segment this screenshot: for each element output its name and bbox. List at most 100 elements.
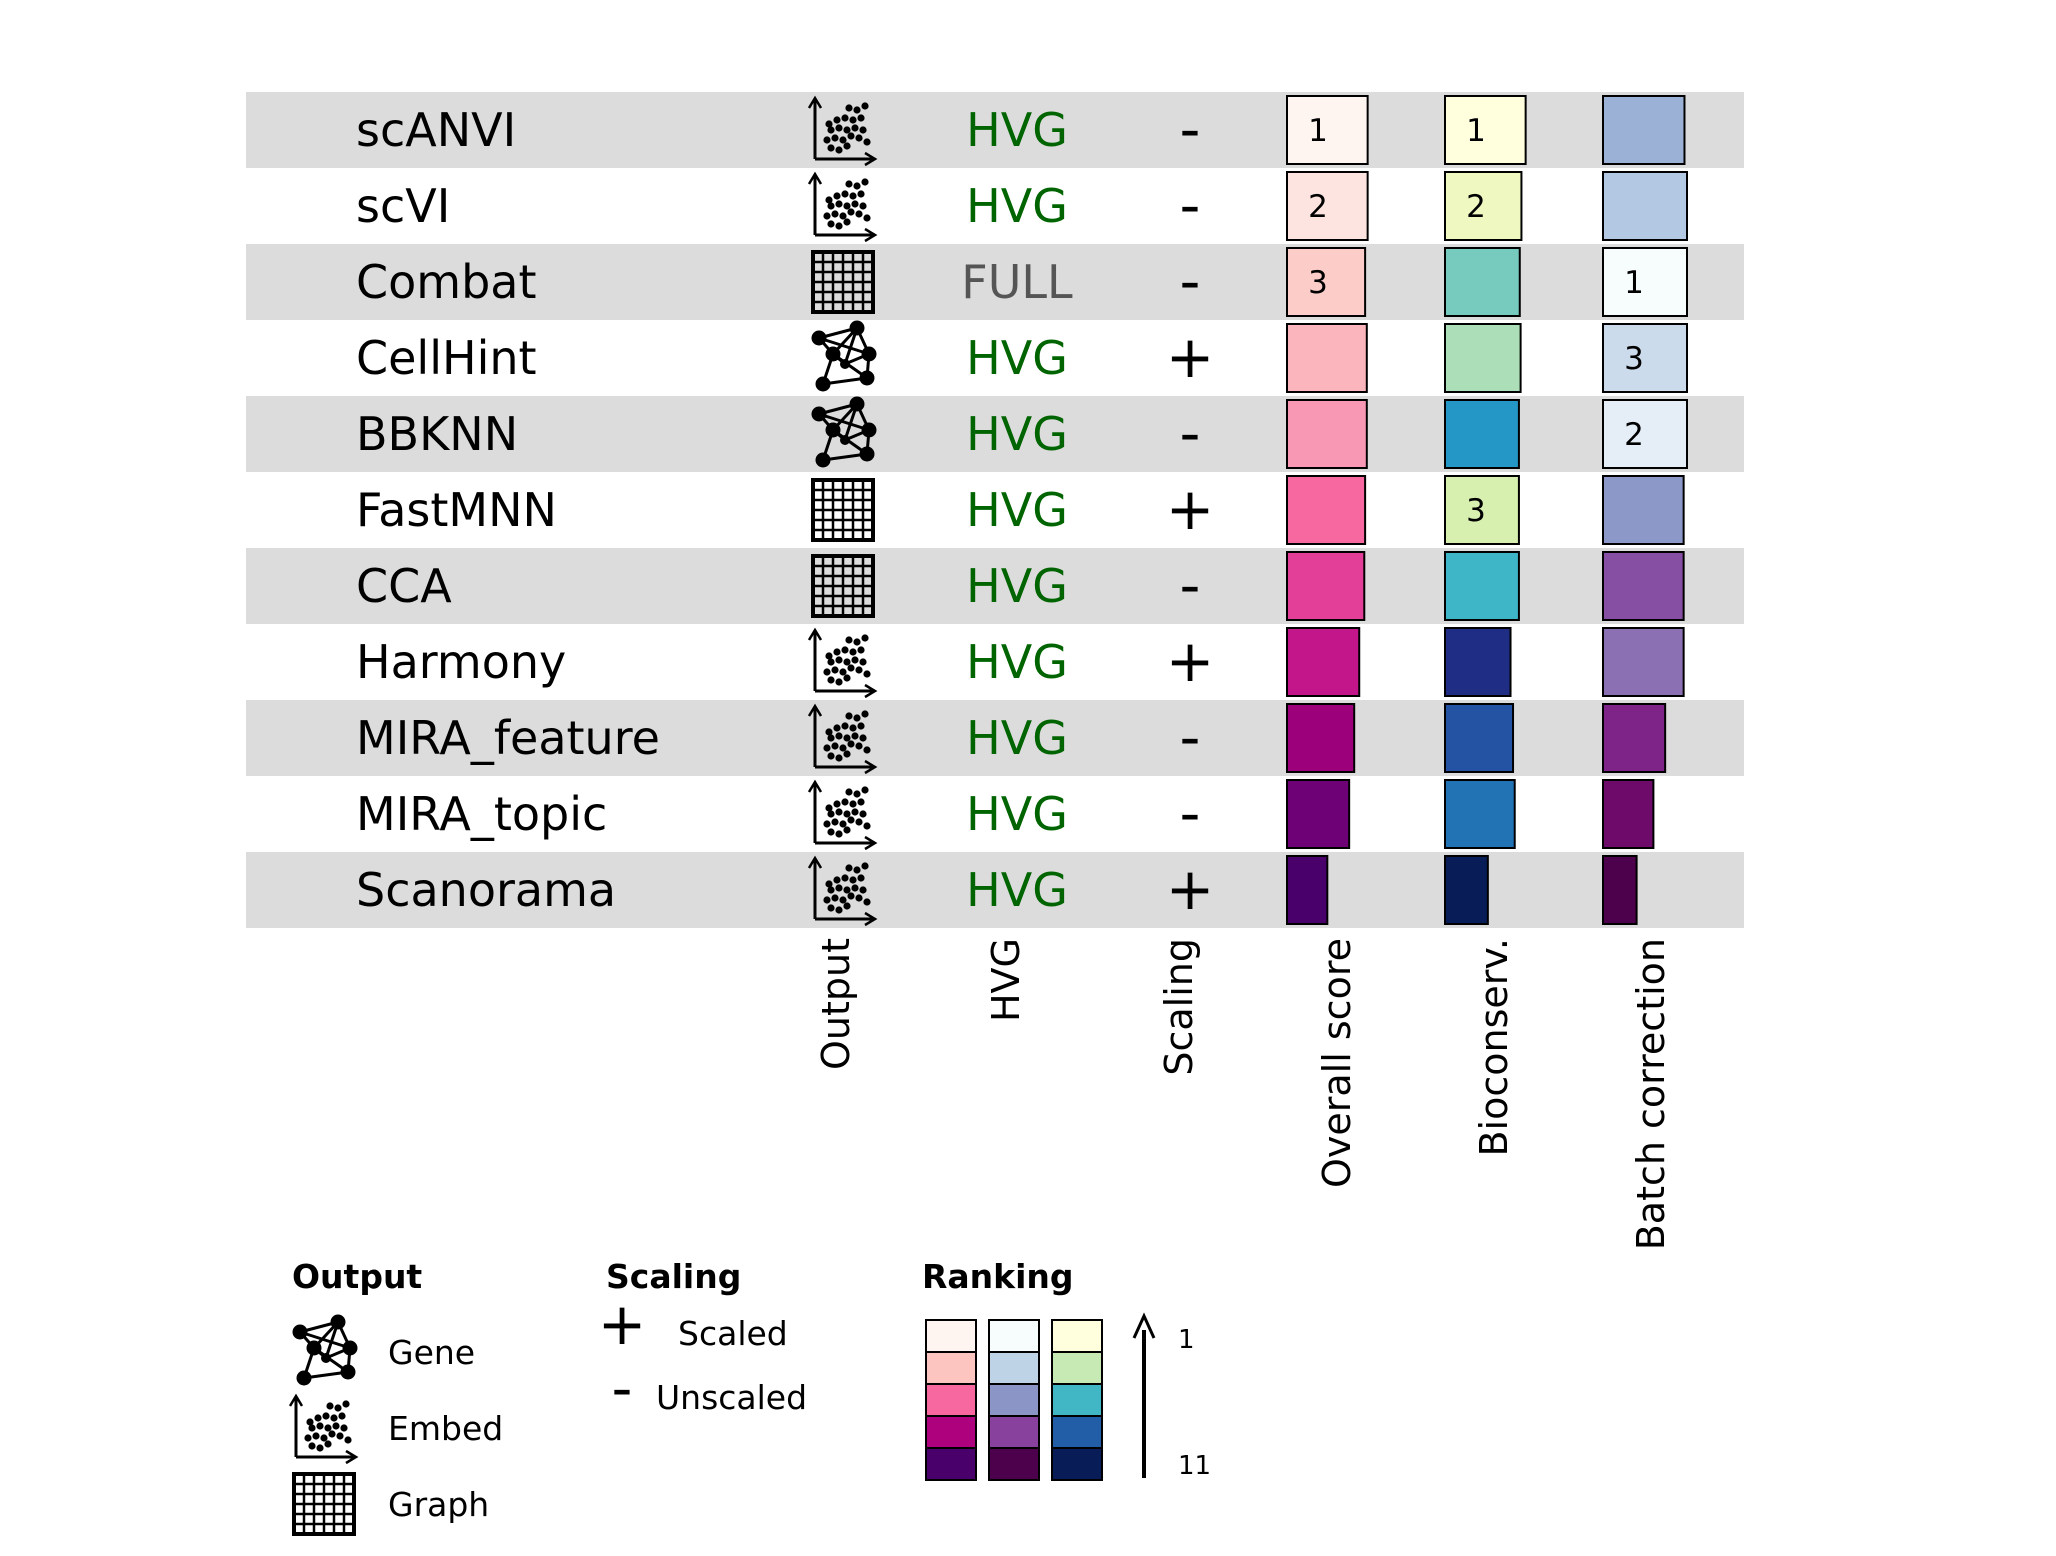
ranking-bottom-label: 11 <box>1178 1451 1211 1481</box>
table-row: scVI HVG - 2 2 <box>356 171 1688 243</box>
column-header-bioconservation: Bioconserv. <box>1472 938 1516 1157</box>
batch-score-bar <box>1602 703 1667 773</box>
overall-rank-label: 2 <box>1308 189 1328 225</box>
overall-score-bar <box>1286 703 1356 773</box>
overall-score-bar <box>1286 779 1351 849</box>
scaling-cell: - <box>1180 95 1201 163</box>
bio-score-bar <box>1444 323 1522 393</box>
scaling-cell: - <box>1180 551 1201 619</box>
legend-scaling-title: Scaling <box>606 1257 741 1296</box>
hvg-cell: HVG <box>966 635 1068 689</box>
benchmark-table: scANVI HVG - 1 1 scVI HVG - 2 2 Combat FULL - 3 1 CellH… <box>356 95 1688 927</box>
method-label: MIRA_topic <box>356 787 607 841</box>
hvg-cell: HVG <box>966 863 1068 917</box>
legend-output-label: Embed <box>388 1409 503 1448</box>
overall-score-bar <box>1286 95 1369 165</box>
ranking-swatch <box>1051 1383 1103 1417</box>
column-header-overall-score: Overall score <box>1315 938 1359 1188</box>
gene-graph-icon <box>811 396 877 468</box>
batch-score-bar <box>1602 171 1688 241</box>
legend-scaling-scaled-label: Scaled <box>678 1314 788 1353</box>
ranking-arrow-head-icon <box>1132 1312 1156 1339</box>
ranking-swatch <box>988 1447 1040 1481</box>
hvg-cell: HVG <box>966 331 1068 385</box>
ranking-swatch <box>1051 1319 1103 1353</box>
batch-score-bar <box>1602 95 1686 165</box>
method-label: CCA <box>356 559 452 613</box>
table-row: FastMNN HVG +3 <box>356 475 1685 545</box>
bio-score-bar <box>1444 171 1523 241</box>
bio-score-bar <box>1444 551 1520 621</box>
overall-score-bar <box>1286 551 1366 621</box>
ranking-top-label: 1 <box>1178 1325 1195 1355</box>
batch-score-bar <box>1602 779 1655 849</box>
scaling-cell: - <box>1180 247 1201 315</box>
ranking-color-swatches <box>925 1319 1103 1481</box>
overall-rank-label: 1 <box>1308 113 1328 149</box>
bio-score-bar <box>1444 95 1527 165</box>
method-label: BBKNN <box>356 407 518 461</box>
gene-graph-icon <box>811 320 877 392</box>
graph-grid-icon <box>811 250 875 314</box>
column-header-scaling: Scaling <box>1157 938 1201 1076</box>
batch-score-bar <box>1602 247 1688 317</box>
ranking-swatch <box>925 1319 977 1353</box>
table-row: CellHint HVG +3 <box>356 320 1688 393</box>
overall-score-bar <box>1286 399 1368 469</box>
ranking-swatch <box>988 1383 1040 1417</box>
scaling-cell: + <box>1166 855 1215 923</box>
legend-output-title: Output <box>292 1257 422 1296</box>
ranking-swatch <box>925 1447 977 1481</box>
table-row: Combat FULL - 3 1 <box>356 247 1688 317</box>
legend-scaling-unscaled-label: Unscaled <box>656 1378 807 1417</box>
hvg-cell: HVG <box>966 103 1068 157</box>
method-label: Harmony <box>356 635 566 689</box>
column-headers: Output HVG Scaling Overall score Biocons… <box>814 938 1673 1250</box>
method-label: FastMNN <box>356 483 557 537</box>
bio-score-bar <box>1444 779 1516 849</box>
hvg-cell: HVG <box>966 559 1068 613</box>
scaling-cell: - <box>1180 399 1201 467</box>
ranking-swatch <box>988 1351 1040 1385</box>
embed-scatter-icon <box>807 703 878 775</box>
batch-rank-label: 1 <box>1624 265 1644 301</box>
overall-score-bar <box>1286 323 1368 393</box>
bio-rank-label: 1 <box>1466 113 1486 149</box>
hvg-cell: HVG <box>966 407 1068 461</box>
legend-output-label: Graph <box>388 1485 489 1524</box>
overall-score-bar <box>1286 855 1329 925</box>
method-label: scANVI <box>356 103 516 157</box>
scaling-cell: + <box>1166 627 1215 695</box>
batch-score-bar <box>1602 399 1688 469</box>
scaling-cell: - <box>1180 171 1201 239</box>
legend-ranking: Ranking 1 11 <box>922 1257 1211 1481</box>
ranking-swatch <box>988 1319 1040 1353</box>
ranking-swatch <box>988 1415 1040 1449</box>
table-row: MIRA_topic HVG - <box>356 779 1655 851</box>
batch-score-bar <box>1602 855 1638 925</box>
legend-ranking-title: Ranking <box>922 1257 1074 1296</box>
batch-score-bar <box>1602 551 1685 621</box>
batch-rank-label: 3 <box>1624 341 1644 377</box>
column-header-hvg: HVG <box>984 938 1028 1022</box>
bio-score-bar <box>1444 399 1520 469</box>
embed-scatter-icon <box>807 95 878 167</box>
ranking-swatch <box>925 1383 977 1417</box>
bio-score-bar <box>1444 627 1512 697</box>
legend-embed-scatter-icon <box>288 1393 359 1465</box>
table-row: CCA HVG - <box>356 551 1685 621</box>
method-label: MIRA_feature <box>356 711 660 765</box>
hvg-cell: HVG <box>966 787 1068 841</box>
graph-grid-icon <box>811 478 875 542</box>
row-band <box>246 852 1744 928</box>
batch-score-bar <box>1602 627 1685 697</box>
legend-output: Output Gene Embed Graph <box>288 1257 503 1536</box>
embed-scatter-icon <box>807 627 878 699</box>
ranking-swatch <box>1051 1351 1103 1385</box>
hvg-cell: HVG <box>966 179 1068 233</box>
hvg-cell: HVG <box>966 483 1068 537</box>
legend-output-label: Gene <box>388 1333 475 1372</box>
bio-score-bar <box>1444 703 1515 773</box>
embed-scatter-icon <box>807 779 878 851</box>
